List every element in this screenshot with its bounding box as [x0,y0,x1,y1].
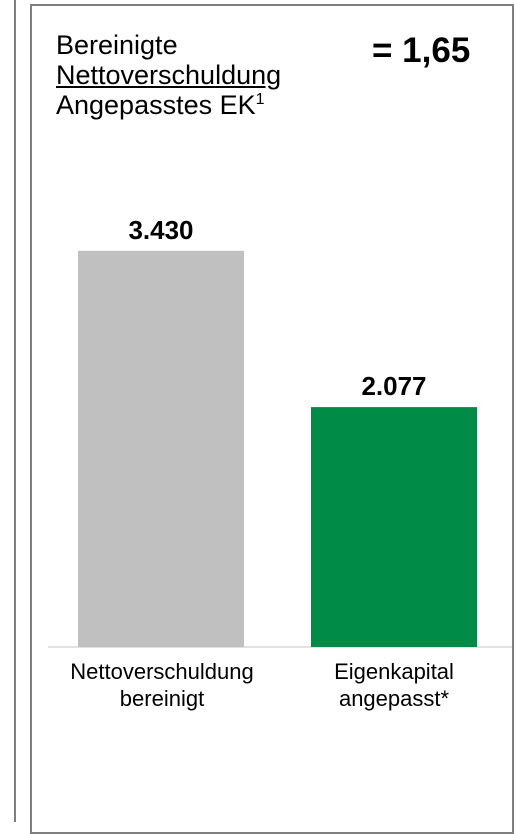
formula-denominator: Angepasstes EK [56,90,256,120]
category-label-equity: Eigenkapital angepasst* [274,658,514,712]
formula-denominator-line: Angepasstes EK1 [56,90,281,120]
left-panel-border [0,0,16,822]
category-label-line: Nettoverschuldung [70,659,254,684]
formula-numerator: Nettoverschuldung [56,60,282,90]
bar-1 [78,250,244,647]
bar-2 [311,407,477,647]
category-label-line: angepasst* [338,686,450,711]
formula-line1: Bereinigte [56,30,178,60]
category-label-net-debt: Nettoverschuldung bereinigt [42,658,282,712]
ratio-formula: Bereinigte Nettoverschuldung Angepasstes… [56,30,281,120]
bar-value-label-2: 2.077 [361,371,426,401]
ratio-value: = 1,65 [372,31,471,70]
bar-value-label-1: 3.430 [128,215,193,245]
category-label-line: bereinigt [119,686,205,711]
category-label-line: Eigenkapital [334,659,454,684]
footnote-mark: 1 [255,91,265,108]
